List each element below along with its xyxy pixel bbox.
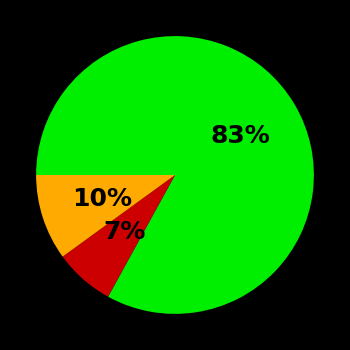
Text: 7%: 7% — [103, 220, 146, 244]
Wedge shape — [36, 36, 314, 314]
Wedge shape — [36, 175, 175, 257]
Wedge shape — [63, 175, 175, 297]
Text: 83%: 83% — [211, 124, 271, 148]
Text: 10%: 10% — [72, 187, 132, 211]
